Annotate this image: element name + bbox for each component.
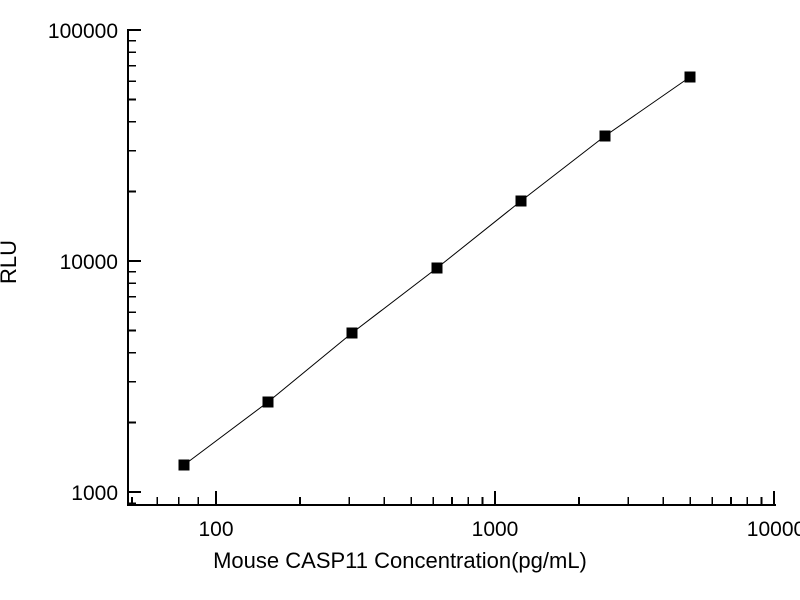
data-point-marker <box>262 396 274 408</box>
y-axis-title: RLU <box>0 239 21 284</box>
y-axis-major-ticks <box>128 28 141 494</box>
x-axis-title: Mouse CASP11 Concentration(pg/mL) <box>213 548 587 573</box>
x-tick-label-10000: 10000 <box>747 518 800 541</box>
x-tick-label-1000: 1000 <box>472 518 519 541</box>
x-axis-major-ticks <box>214 491 776 505</box>
y-axis-minor-ticks <box>128 39 136 505</box>
x-axis-minor-ticks <box>131 497 763 505</box>
data-point-marker <box>431 262 443 274</box>
data-point-marker <box>684 71 696 83</box>
data-point-markers <box>178 71 696 471</box>
data-point-marker <box>515 195 527 207</box>
x-tick-label-100: 100 <box>198 518 233 541</box>
data-point-marker <box>346 327 358 339</box>
y-tick-label-100000: 100000 <box>48 20 118 43</box>
data-point-marker <box>178 459 190 471</box>
y-tick-label-1000: 1000 <box>71 482 118 505</box>
data-point-marker <box>599 130 611 142</box>
y-tick-label-10000: 10000 <box>60 251 118 274</box>
